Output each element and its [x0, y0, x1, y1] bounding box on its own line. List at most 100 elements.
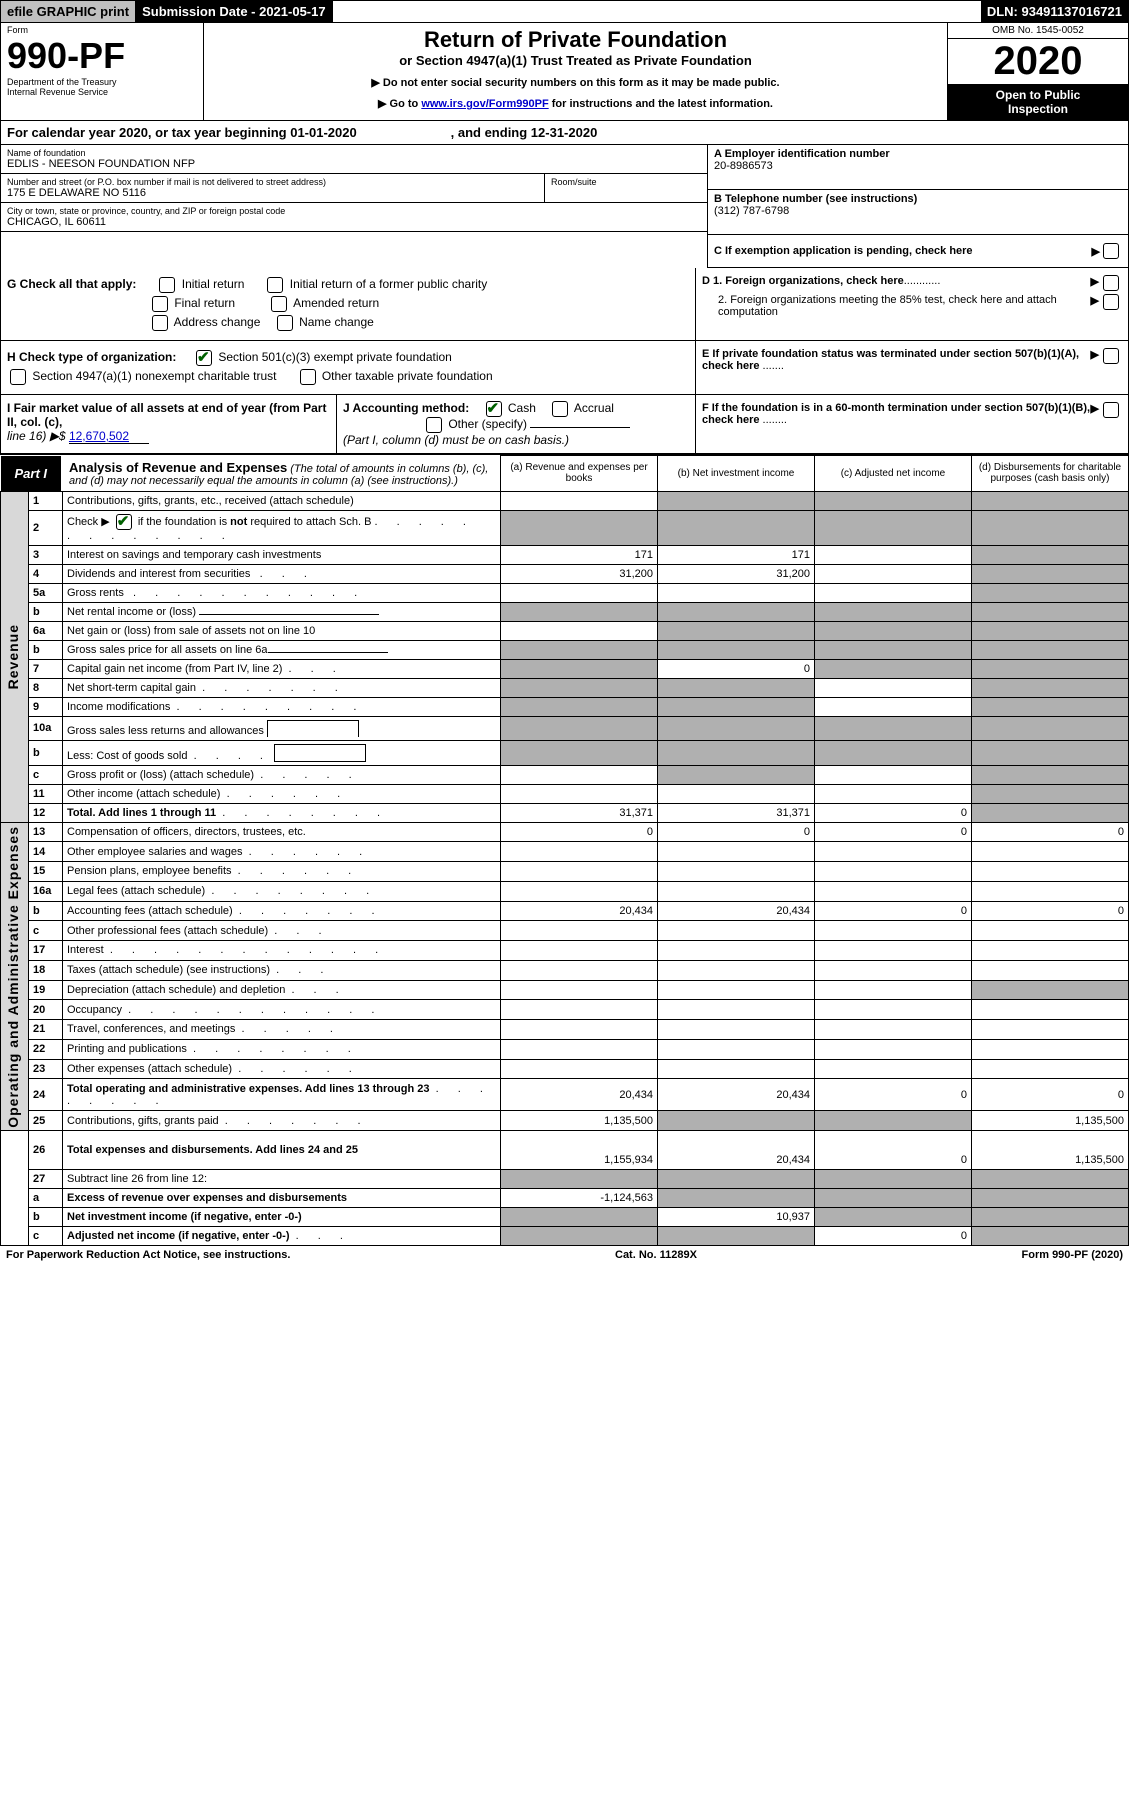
row-16a: 16a Legal fees (attach schedule) . . . .…	[1, 881, 1129, 901]
efile-label[interactable]: efile GRAPHIC print	[1, 1, 136, 22]
num-14: 14	[29, 842, 63, 862]
row-14: 14 Other employee salaries and wages . .…	[1, 842, 1129, 862]
ein-cell: A Employer identification number 20-8986…	[708, 145, 1128, 190]
amt-27ab	[658, 1189, 815, 1208]
num-2: 2	[29, 510, 63, 545]
d2-checkbox[interactable]	[1103, 294, 1119, 310]
desc-5b-text: Net rental income or (loss)	[67, 606, 196, 618]
e-line: E If private foundation status was termi…	[702, 348, 1122, 372]
d1-line: D 1. Foreign organizations, check here..…	[702, 275, 1122, 291]
c-label: C If exemption application is pending, c…	[714, 245, 1092, 257]
num-17: 17	[29, 941, 63, 961]
amt-15d	[971, 862, 1128, 882]
dots-14: . . . . . .	[249, 846, 371, 858]
amt-8c	[814, 678, 971, 697]
note2-post: for instructions and the latest informat…	[549, 98, 773, 110]
dept-treasury: Department of the Treasury Internal Reve…	[7, 77, 197, 97]
amt-17b	[658, 941, 815, 961]
num-5b: b	[29, 602, 63, 621]
amt-16bd: 0	[971, 901, 1128, 921]
desc-5a: Gross rents . . . . . . . . . . .	[63, 583, 501, 602]
e-label: E If private foundation status was termi…	[702, 348, 1079, 372]
num-27b: b	[29, 1208, 63, 1227]
omb-number: OMB No. 1545-0052	[948, 23, 1128, 39]
entity-info: Name of foundation EDLIS - NEESON FOUNDA…	[0, 145, 1129, 268]
part1-header-row: Part I Analysis of Revenue and Expenses …	[1, 456, 1129, 492]
amt-10ac	[814, 716, 971, 740]
amt-25a: 1,135,500	[501, 1111, 658, 1131]
j-other-checkbox[interactable]	[426, 417, 442, 433]
desc-5b: Net rental income or (loss)	[63, 602, 501, 621]
f-checkbox[interactable]	[1103, 402, 1119, 418]
amt-18a	[501, 960, 658, 980]
g-block: G Check all that apply: Initial return I…	[1, 268, 695, 341]
desc-22: Printing and publications . . . . . . . …	[63, 1039, 501, 1059]
amt-6ba	[501, 640, 658, 659]
desc-7-text: Capital gain net income (from Part IV, l…	[67, 663, 282, 675]
num-6a: 6a	[29, 621, 63, 640]
amt-11b	[658, 784, 815, 803]
schb-checkbox[interactable]	[116, 514, 132, 530]
amt-3b: 171	[658, 545, 815, 564]
irs-link[interactable]: www.irs.gov/Form990PF	[421, 98, 548, 110]
foundation-name: EDLIS - NEESON FOUNDATION NFP	[7, 158, 701, 170]
g-final-checkbox[interactable]	[152, 296, 168, 312]
amt-12d	[971, 803, 1128, 822]
j-accrual-checkbox[interactable]	[552, 401, 568, 417]
e-checkbox[interactable]	[1103, 348, 1119, 364]
dots-25: . . . . . . .	[225, 1115, 369, 1127]
side-exp-text: Operating and Administrative Expenses	[5, 826, 21, 1128]
i-lead-text: I Fair market value of all assets at end…	[7, 401, 326, 429]
dots-8: . . . . . . .	[202, 682, 346, 694]
g-addrchg: Address change	[174, 315, 261, 329]
row-1: Revenue 1 Contributions, gifts, grants, …	[1, 491, 1129, 510]
tax-year: 2020	[948, 39, 1128, 84]
amt-6ab	[658, 621, 815, 640]
amt-22d	[971, 1039, 1128, 1059]
amt-5ac	[814, 583, 971, 602]
row-19: 19 Depreciation (attach schedule) and de…	[1, 980, 1129, 1000]
amt-4c	[814, 564, 971, 583]
g-namechg-checkbox[interactable]	[277, 315, 293, 331]
amt-24d: 0	[971, 1079, 1128, 1111]
g-addrchg-checkbox[interactable]	[152, 315, 168, 331]
desc-20-text: Occupancy	[67, 1004, 122, 1016]
amt-4a: 31,200	[501, 564, 658, 583]
num-16a: 16a	[29, 881, 63, 901]
ij-block: I Fair market value of all assets at end…	[1, 395, 696, 454]
ein-value: 20-8986573	[714, 160, 1122, 172]
i-fmv-value[interactable]: 12,670,502	[69, 429, 149, 444]
side-revenue-text: Revenue	[5, 624, 21, 689]
num-22: 22	[29, 1039, 63, 1059]
num-23: 23	[29, 1059, 63, 1079]
g-amended-checkbox[interactable]	[271, 296, 287, 312]
g-initial-former-checkbox[interactable]	[267, 277, 283, 293]
desc-4: Dividends and interest from securities .…	[63, 564, 501, 583]
desc-27a: Excess of revenue over expenses and disb…	[63, 1189, 501, 1208]
footer-right: Form 990-PF (2020)	[1022, 1249, 1124, 1261]
desc-16c: Other professional fees (attach schedule…	[63, 921, 501, 941]
g-initial-checkbox[interactable]	[159, 277, 175, 293]
amt-27bb: 10,937	[658, 1208, 815, 1227]
desc-10b: Less: Cost of goods sold . . . .	[63, 740, 501, 765]
h-trust-checkbox[interactable]	[10, 369, 26, 385]
amt-27c	[814, 1170, 971, 1189]
amt-7c	[814, 659, 971, 678]
desc-13: Compensation of officers, directors, tru…	[63, 822, 501, 842]
d1-checkbox[interactable]	[1103, 275, 1119, 291]
c-checkbox[interactable]	[1103, 243, 1119, 259]
h-other-checkbox[interactable]	[300, 369, 316, 385]
h-c3-checkbox[interactable]	[196, 350, 212, 366]
form-number: 990-PF	[7, 35, 197, 77]
desc-8-text: Net short-term capital gain	[67, 682, 196, 694]
amt-25b	[658, 1111, 815, 1131]
amt-2a	[501, 510, 658, 545]
j-cash-checkbox[interactable]	[486, 401, 502, 417]
desc-20: Occupancy . . . . . . . . . . . .	[63, 1000, 501, 1020]
num-1: 1	[29, 491, 63, 510]
desc-16b-text: Accounting fees (attach schedule)	[67, 905, 233, 917]
g-initial-former: Initial return of a former public charit…	[290, 277, 487, 291]
row-4: 4 Dividends and interest from securities…	[1, 564, 1129, 583]
amt-20d	[971, 1000, 1128, 1020]
amt-16ad	[971, 881, 1128, 901]
